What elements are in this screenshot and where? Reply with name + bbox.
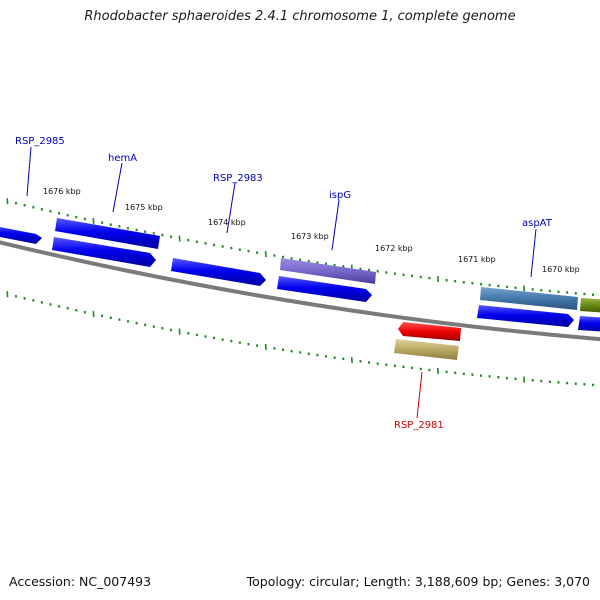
gene-feature[interactable] (580, 298, 600, 313)
gene-label-hema[interactable]: hemA (108, 153, 137, 164)
gene-label-aspat[interactable]: aspAT (522, 218, 553, 229)
leader-line (226, 182, 236, 234)
leader-line (112, 162, 123, 213)
gene-feature[interactable] (277, 276, 372, 302)
gene-feature-hema[interactable] (55, 218, 160, 249)
gene-label-rsp-2985[interactable]: RSP_2985 (15, 136, 65, 147)
gene-feature[interactable] (398, 322, 461, 341)
upper-tick-track (6, 198, 595, 297)
leader-line (331, 199, 340, 251)
map-title: Rhodobacter sphaeroides 2.4.1 chromosome… (84, 9, 516, 24)
gene-feature-rsp-2983[interactable] (171, 258, 266, 286)
leader-line (530, 228, 537, 278)
scale-label-1674: 1674 kbp (208, 218, 246, 227)
gene-feature[interactable] (0, 225, 42, 244)
scale-label-1670: 1670 kbp (542, 265, 580, 274)
scale-label-1673: 1673 kbp (291, 232, 329, 241)
gene-label-rsp-2983[interactable]: RSP_2983 (213, 173, 263, 184)
scale-label-1676: 1676 kbp (43, 187, 81, 196)
scale-label-1675: 1675 kbp (125, 203, 163, 212)
gene-feature[interactable] (477, 305, 574, 327)
gene-label-rsp-2981[interactable]: RSP_2981 (394, 420, 444, 431)
gene-feature-aspat[interactable] (480, 287, 578, 310)
gene-feature-ispg[interactable] (280, 258, 376, 284)
gene-feature[interactable] (578, 316, 600, 332)
gene-feature[interactable] (52, 237, 156, 267)
leader-line (416, 371, 423, 419)
leader-line (26, 146, 32, 197)
scale-label-1672: 1672 kbp (375, 244, 413, 253)
genome-summary-text: Topology: circular; Length: 3,188,609 bp… (246, 574, 590, 589)
lower-tick-track (6, 291, 595, 387)
gene-label-ispg[interactable]: ispG (329, 190, 351, 201)
gene-feature-rsp-2981[interactable] (394, 339, 459, 360)
scale-label-1671: 1671 kbp (458, 255, 496, 264)
genome-backbone (0, 240, 600, 342)
accession-text: Accession: NC_007493 (9, 574, 152, 589)
